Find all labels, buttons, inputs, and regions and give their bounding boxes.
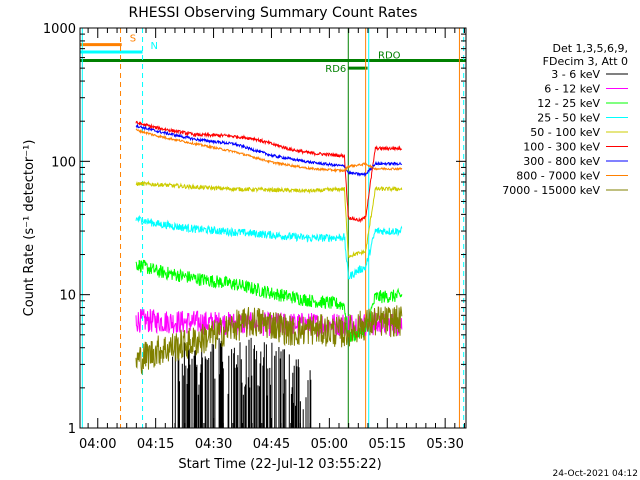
legend-header: Det 1,3,5,6,9,: [552, 42, 628, 55]
legend-header: FDecim 3, Att 0: [543, 55, 628, 68]
x-tick-label: 05:30: [426, 437, 463, 452]
y-tick-label: 1000: [43, 22, 76, 37]
flag-label-s: S: [130, 34, 136, 45]
plot-frame: [79, 27, 467, 429]
legend-entry-label: 100 - 300 keV: [523, 141, 600, 154]
series-line-3: [135, 214, 403, 280]
legend-entry-label: 3 - 6 keV: [551, 68, 600, 81]
legend-entry-label: 7000 - 15000 keV: [502, 184, 600, 197]
legend-entry-label: 6 - 12 keV: [544, 83, 600, 96]
x-tick-label: 04:30: [195, 437, 232, 452]
series-line-0: [172, 337, 312, 428]
legend-entry-label: 12 - 25 keV: [537, 97, 600, 110]
legend: Det 1,3,5,6,9,FDecim 3, Att 03 - 6 keV 6 …: [502, 42, 628, 197]
series-line-7: [135, 128, 403, 174]
legend-entry-label: 800 - 7000 keV: [516, 170, 600, 183]
y-axis-label: Count Rate (s⁻¹ detector⁻¹): [22, 140, 37, 317]
legend-entry-label: 25 - 50 keV: [537, 112, 600, 125]
legend-entry-label: 50 - 100 keV: [530, 126, 600, 139]
series-line-4: [135, 180, 403, 258]
flag-label-rdo: RDO: [378, 51, 401, 62]
y-tick-label: 1: [68, 422, 76, 437]
flag-label-n: N: [151, 41, 158, 52]
series-line-5: [135, 120, 403, 224]
x-tick-label: 05:15: [369, 437, 406, 452]
x-axis-label: Start Time (22-Jul-12 03:55:22): [178, 457, 381, 472]
x-tick-label: 04:15: [137, 437, 174, 452]
x-tick-label: 04:00: [79, 437, 116, 452]
flag-label-rd6: RD6: [325, 64, 346, 75]
y-tick-label: 10: [59, 289, 76, 304]
data-layer: S N RDO RD6: [80, 28, 466, 428]
x-tick-label: 04:45: [253, 437, 290, 452]
chart-title: RHESSI Observing Summary Count Rates: [129, 5, 418, 21]
series-line-6: [135, 123, 403, 178]
axis-layer: 1 10 100 1000 04:00 04:15 04:30 04:45 05:00 05:15…: [43, 22, 467, 452]
y-tick-label: 100: [51, 155, 76, 170]
legend-entry-label: 300 - 800 keV: [523, 155, 600, 168]
footer-date: 24-Oct-2021 04:12: [553, 469, 638, 479]
x-tick-label: 05:00: [311, 437, 348, 452]
series-line-8: [135, 305, 403, 376]
